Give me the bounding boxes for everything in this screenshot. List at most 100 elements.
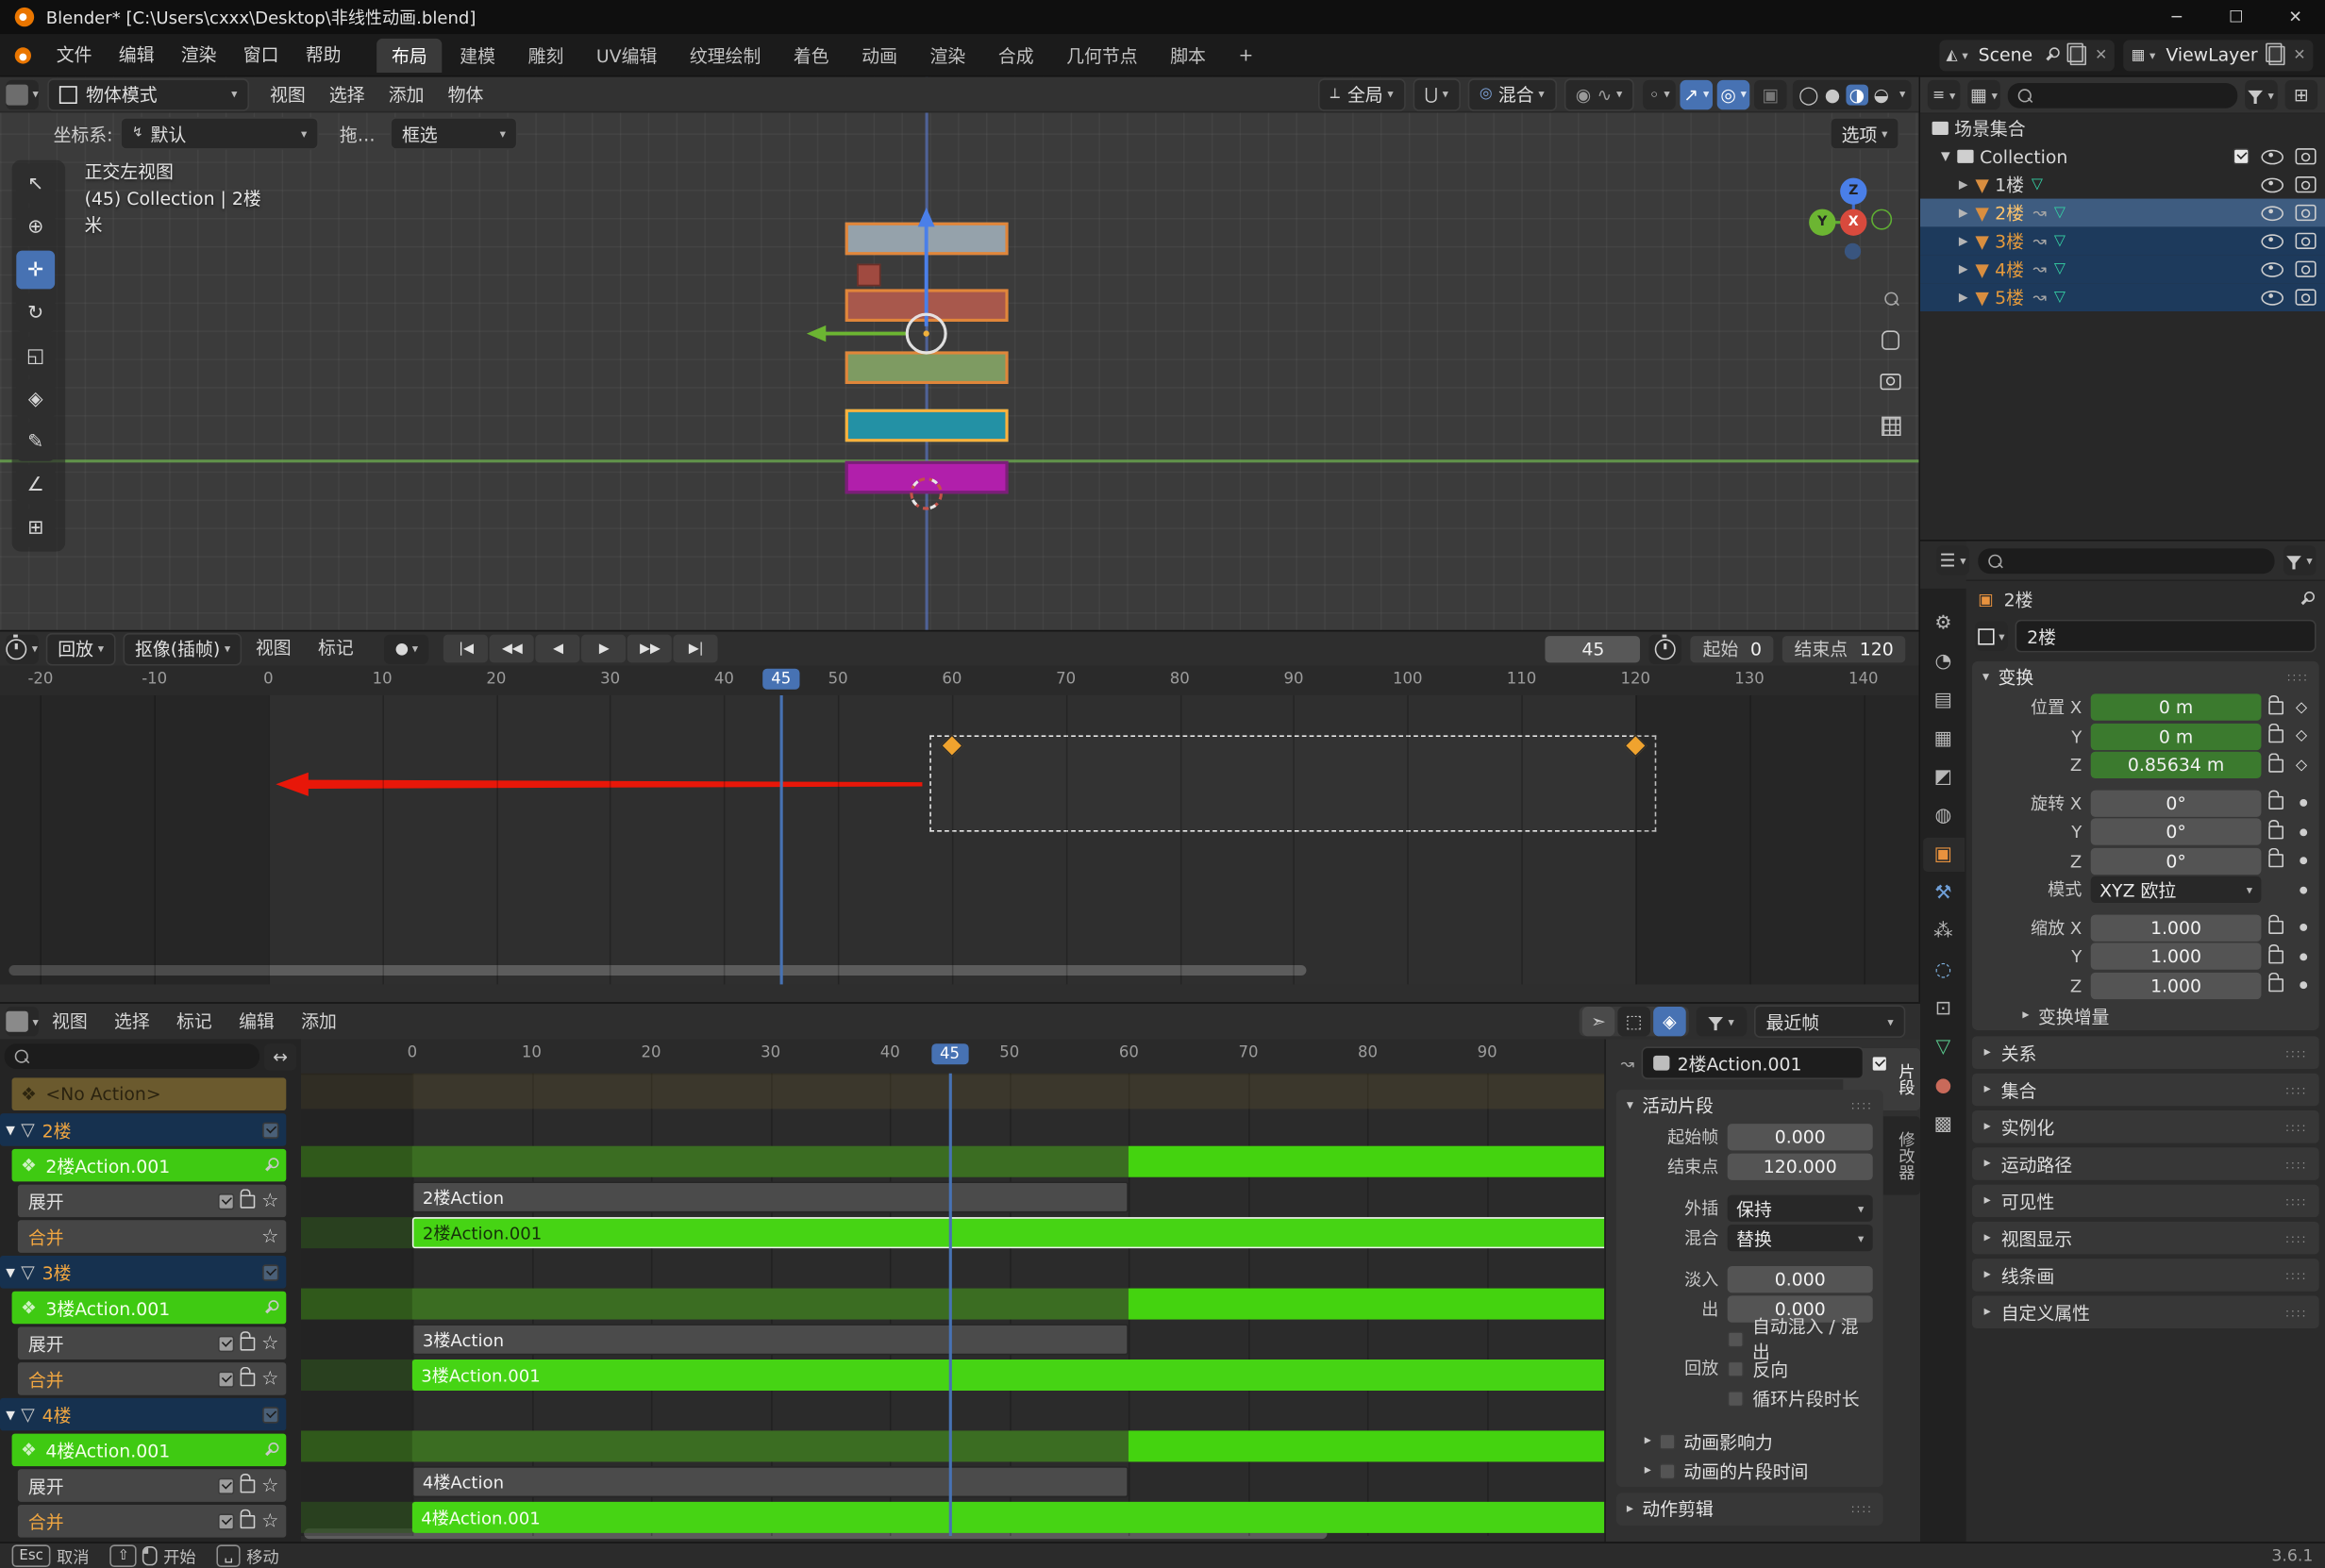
next-keyframe-button[interactable]: ▶▶: [627, 634, 673, 663]
orientation-dropdown[interactable]: ⟂ 全局 ▾: [1318, 77, 1406, 111]
rotate-tool-icon[interactable]: ↻: [16, 293, 56, 333]
nla-strip-row[interactable]: [301, 1073, 1605, 1109]
workspace-tab-动画[interactable]: 动画: [861, 44, 897, 66]
box-select-icon[interactable]: ⬚: [1617, 1007, 1651, 1037]
editor-type-icon[interactable]: ▾: [6, 633, 39, 664]
xray-toggle[interactable]: ▣: [1754, 79, 1787, 109]
workspace-tab-UV编辑[interactable]: UV编辑: [595, 44, 658, 66]
nla-menu-item[interactable]: 选择: [114, 1009, 150, 1031]
3d-viewport[interactable]: ▾ 物体模式 ▾ 视图 选择 添加 物体 ⟂ 全局 ▾ ⋃ ▾ ◎ 混合 ▾ ◉ ∿ ▾ ◦ ▾ ↗ ▾ …: [0, 76, 1921, 630]
star-icon[interactable]: ☆: [261, 1367, 279, 1391]
scale-tool-icon[interactable]: ◱: [16, 336, 56, 375]
current-frame-field[interactable]: 45: [1546, 635, 1641, 662]
pin-icon[interactable]: [2299, 592, 2316, 607]
collapsed-panel-关系[interactable]: ▸ 关系::::: [1972, 1036, 2319, 1070]
workspace-tab-纹理绘制[interactable]: 纹理绘制: [689, 44, 761, 66]
panel-header[interactable]: ▾ 变换 ::::: [1972, 661, 2319, 692]
panel-header[interactable]: ▾ 活动片段 ::::: [1616, 1090, 1883, 1121]
nla-strip-row[interactable]: [301, 1109, 1604, 1144]
editor-type-icon[interactable]: ▾: [6, 79, 39, 109]
axis-z-negative[interactable]: [1844, 242, 1862, 259]
nla-strip-row[interactable]: [301, 1287, 1605, 1323]
nla-channel-track[interactable]: 展开 ☆: [17, 1469, 287, 1502]
workspace-tab-建模[interactable]: 建模: [460, 44, 496, 66]
collapsed-panel-运动路径[interactable]: ▸ 运动路径::::: [1972, 1147, 2319, 1180]
unlock-icon[interactable]: [2268, 943, 2284, 964]
record-button[interactable]: ▾: [384, 633, 429, 664]
properties-search-input[interactable]: [1978, 547, 2275, 574]
workspace-tab-+[interactable]: +: [1238, 44, 1254, 66]
viewport-menu-item[interactable]: 视图: [270, 84, 306, 106]
disable-render-icon[interactable]: [2295, 176, 2317, 193]
mute-checkbox[interactable]: [262, 1121, 279, 1139]
track-checkbox[interactable]: [218, 1476, 235, 1494]
hide-eye-icon[interactable]: [2261, 176, 2284, 192]
track-checkbox[interactable]: [218, 1193, 235, 1209]
checkbox[interactable]: [1727, 1359, 1745, 1377]
hide-eye-icon[interactable]: [2261, 205, 2284, 221]
animate-icon[interactable]: ◇: [2296, 699, 2308, 716]
properties-tab-output[interactable]: ▤: [1933, 689, 1953, 712]
main-menu-item[interactable]: 编辑: [118, 43, 155, 65]
outliner[interactable]: ≡ ▾ ▦ ▾ ▾ ⊞ 场景集合 ▼ Collection ▶ ▼ 1楼 ▽ ▶ ▼ 2楼 ↝ ▽ ▶…: [1920, 76, 2325, 542]
play-button[interactable]: ▶: [581, 634, 627, 663]
scene-selector[interactable]: ◭ ▾ Scene ✕: [1938, 39, 2116, 71]
object-name-field[interactable]: 2楼: [2015, 619, 2317, 653]
collapsed-panel-实例化[interactable]: ▸ 实例化::::: [1972, 1110, 2319, 1143]
coord-system-dropdown[interactable]: ↯ 默认 ▾: [120, 117, 319, 150]
track-checkbox[interactable]: [218, 1512, 235, 1529]
nla-search-input[interactable]: [4, 1043, 259, 1070]
main-menu-item[interactable]: 文件: [56, 43, 92, 65]
tweak-strip-segment[interactable]: [1129, 1145, 1605, 1177]
floor-bar-3[interactable]: [845, 351, 1009, 385]
options-dropdown[interactable]: 选项 ▾: [1830, 117, 1900, 150]
mute-checkbox[interactable]: [262, 1406, 279, 1423]
sub-panel-动画影响力[interactable]: ▸ 动画影响力: [1644, 1431, 1773, 1453]
nla-strip-area[interactable]: 0 10 20 30 40 50 60 70 80 90 45 2楼Action 2楼Action.0…: [301, 1039, 1605, 1543]
cursor-tool-icon[interactable]: ⊕: [16, 208, 56, 246]
nla-strip-row[interactable]: [301, 1429, 1605, 1465]
axis-z[interactable]: Z: [1840, 177, 1867, 205]
outliner-object-1楼[interactable]: ▶ ▼ 1楼 ▽: [1920, 171, 2325, 199]
workspace-tab-着色[interactable]: 着色: [793, 44, 829, 66]
sub-panel-动画的片段时间[interactable]: ▸ 动画的片段时间: [1644, 1460, 1809, 1482]
animate-icon[interactable]: [2300, 799, 2308, 808]
nla-channel-noaction[interactable]: ❖ <No Action>: [11, 1077, 287, 1111]
unlock-icon[interactable]: [241, 1473, 256, 1493]
frame-end-field[interactable]: 结束点 120: [1781, 635, 1906, 662]
properties-tab-particles[interactable]: ⁂: [1933, 920, 1953, 943]
checkbox[interactable]: [1727, 1390, 1745, 1407]
blender-menu-icon[interactable]: [14, 46, 31, 63]
maximize-button[interactable]: ☐: [2228, 7, 2244, 27]
action-strip[interactable]: 4楼Action.001: [411, 1501, 1605, 1533]
action-strip[interactable]: 2楼Action.001: [411, 1217, 1605, 1249]
animate-icon[interactable]: [2300, 981, 2308, 990]
nla-strip-row[interactable]: 4楼Action.001: [301, 1500, 1605, 1536]
zoom-icon[interactable]: [1877, 285, 1903, 311]
filter-icon[interactable]: ▾: [2245, 79, 2278, 110]
animate-icon[interactable]: [2300, 857, 2308, 865]
collapsed-panel-线条画[interactable]: ▸ 线条画::::: [1972, 1259, 2319, 1292]
overlays-toggle[interactable]: ◎ ▾: [1716, 79, 1750, 109]
main-menu-item[interactable]: 帮助: [305, 43, 342, 65]
panel-grip[interactable]: ::::: [1850, 1098, 1873, 1112]
track-checkbox[interactable]: [218, 1370, 235, 1388]
close-icon[interactable]: ✕: [2293, 46, 2306, 63]
properties-tab-scene[interactable]: ◩: [1933, 766, 1953, 790]
nla-channel-tweak[interactable]: ❖ 4楼Action.001: [11, 1433, 287, 1467]
animate-icon[interactable]: ◇: [2296, 727, 2308, 745]
workspace-tab-合成[interactable]: 合成: [997, 44, 1034, 66]
properties-tab-view-layer[interactable]: ▦: [1933, 727, 1953, 751]
collection-checkbox[interactable]: [2233, 148, 2250, 165]
nla-channel-tweak[interactable]: ❖ 2楼Action.001: [11, 1148, 287, 1182]
nla-menu-item[interactable]: 添加: [301, 1009, 337, 1031]
action-strip[interactable]: 2楼Action: [411, 1181, 1129, 1213]
new-collection-icon[interactable]: ⊞: [2284, 79, 2318, 110]
transform-tool-icon[interactable]: ◈: [16, 379, 56, 419]
expand-width-icon[interactable]: ↔: [263, 1043, 297, 1071]
nla-strip-row[interactable]: 3楼Action.001: [301, 1358, 1605, 1393]
timeline-dropdown-回放[interactable]: 回放 ▾: [45, 632, 116, 665]
unlock-icon[interactable]: [241, 1330, 256, 1350]
material-shading-icon[interactable]: ◑: [1846, 83, 1868, 105]
editor-type-icon[interactable]: ≡ ▾: [1927, 79, 1961, 110]
